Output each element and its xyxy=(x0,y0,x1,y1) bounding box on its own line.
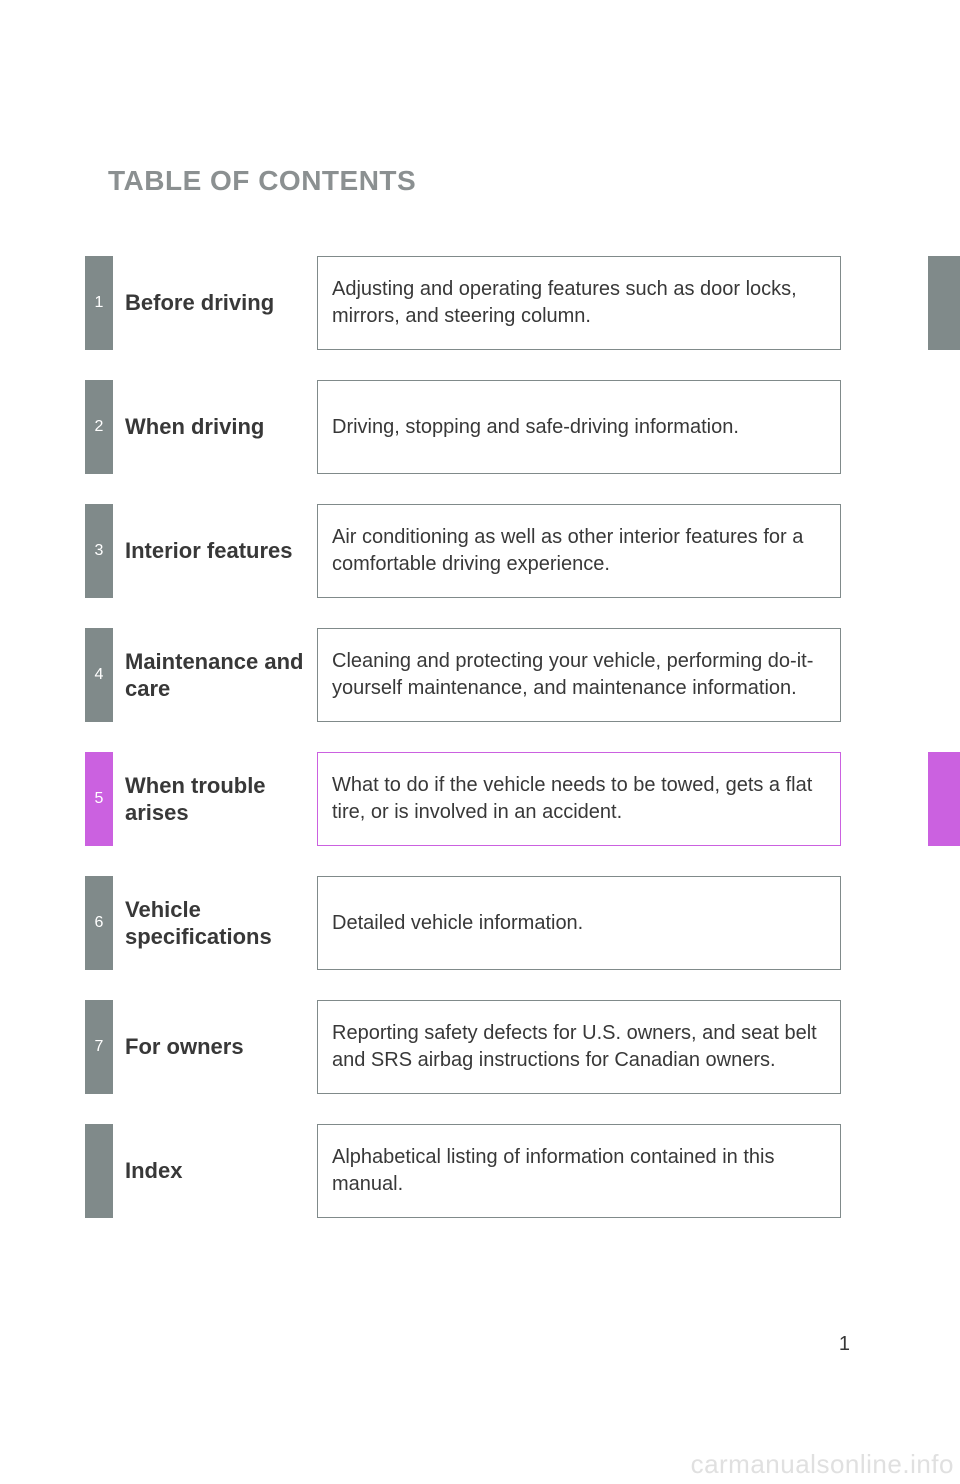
section-title: When trouble arises xyxy=(125,752,313,846)
page-number: 1 xyxy=(839,1333,850,1356)
section-number-tab: 6 xyxy=(85,876,113,970)
toc-row: 3 Interior features Air conditioning as … xyxy=(85,504,960,598)
toc-row: 1 Before driving Adjusting and operating… xyxy=(85,256,960,350)
section-number-tab: 2 xyxy=(85,380,113,474)
section-title: Index xyxy=(125,1124,313,1218)
toc-row: 5 When trouble arises What to do if the … xyxy=(85,752,960,846)
section-number-tab: 4 xyxy=(85,628,113,722)
toc-row: 4 Maintenance and care Cleaning and prot… xyxy=(85,628,960,722)
page-title: TABLE OF CONTENTS xyxy=(108,165,416,197)
section-description: Detailed vehicle information. xyxy=(317,876,841,970)
page: TABLE OF CONTENTS 1 Before driving Adjus… xyxy=(0,0,960,1484)
toc-row: 7 For owners Reporting safety defects fo… xyxy=(85,1000,960,1094)
watermark: carmanualsonline.info xyxy=(691,1449,954,1480)
section-title: For owners xyxy=(125,1000,313,1094)
toc-row: 2 When driving Driving, stopping and saf… xyxy=(85,380,960,474)
section-title: Maintenance and care xyxy=(125,628,313,722)
section-title: Vehicle specifications xyxy=(125,876,313,970)
section-description: Driving, stopping and safe-driving infor… xyxy=(317,380,841,474)
section-number-tab: 1 xyxy=(85,256,113,350)
section-description: Alphabetical listing of information cont… xyxy=(317,1124,841,1218)
section-title: When driving xyxy=(125,380,313,474)
section-description: Cleaning and protecting your vehicle, pe… xyxy=(317,628,841,722)
section-number-tab xyxy=(85,1124,113,1218)
section-number-tab: 7 xyxy=(85,1000,113,1094)
section-description: What to do if the vehicle needs to be to… xyxy=(317,752,841,846)
section-title: Before driving xyxy=(125,256,313,350)
section-description: Adjusting and operating features such as… xyxy=(317,256,841,350)
section-title: Interior features xyxy=(125,504,313,598)
toc-row: 6 Vehicle specifications Detailed vehicl… xyxy=(85,876,960,970)
edge-tab xyxy=(928,752,960,846)
table-of-contents: 1 Before driving Adjusting and operating… xyxy=(85,256,960,1248)
section-number-tab: 5 xyxy=(85,752,113,846)
section-description: Reporting safety defects for U.S. owners… xyxy=(317,1000,841,1094)
toc-row: Index Alphabetical listing of informatio… xyxy=(85,1124,960,1218)
edge-tab xyxy=(928,256,960,350)
section-number-tab: 3 xyxy=(85,504,113,598)
section-description: Air conditioning as well as other interi… xyxy=(317,504,841,598)
